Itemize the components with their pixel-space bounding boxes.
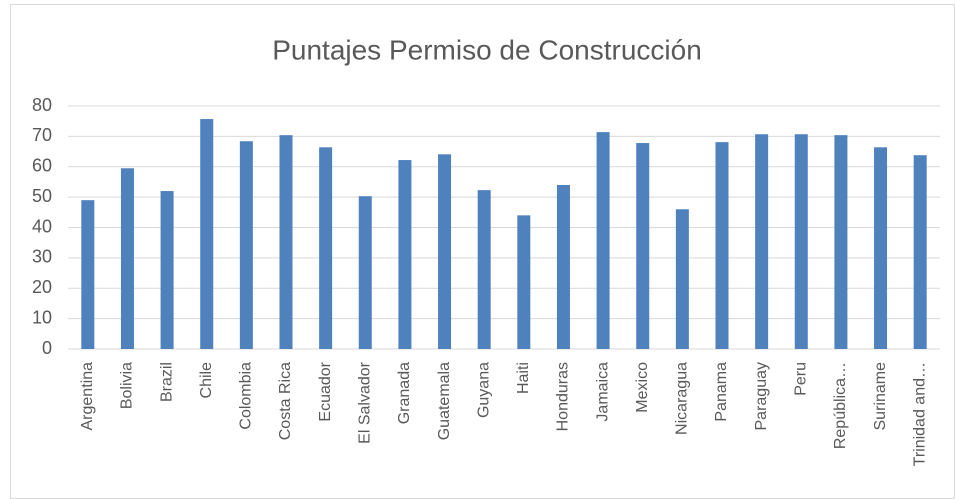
x-tick-label: Bolivia bbox=[119, 362, 136, 409]
x-tick-label: Nicaragua bbox=[674, 362, 691, 435]
bar bbox=[358, 196, 372, 349]
x-tick-label: Brazil bbox=[158, 362, 175, 402]
bar bbox=[913, 155, 927, 349]
bar bbox=[279, 135, 293, 349]
bar bbox=[834, 135, 848, 349]
y-tick-label: 50 bbox=[32, 186, 52, 206]
bar bbox=[636, 143, 650, 349]
x-tick-label: Colombia bbox=[238, 362, 255, 430]
x-tick-label: Costa Rica bbox=[277, 362, 294, 440]
x-tick-label: República… bbox=[832, 362, 849, 449]
x-tick-label: Guyana bbox=[475, 362, 492, 418]
y-tick-label: 40 bbox=[32, 216, 52, 236]
y-tick-label: 80 bbox=[32, 95, 52, 115]
x-tick-label: Haiti bbox=[515, 362, 532, 394]
x-tick-label: Granada bbox=[396, 362, 413, 424]
x-tick-label: Honduras bbox=[555, 362, 572, 431]
y-tick-label: 60 bbox=[32, 156, 52, 176]
bar bbox=[715, 142, 729, 349]
bar bbox=[755, 134, 769, 349]
bar bbox=[675, 209, 689, 349]
x-tick-label: Panama bbox=[713, 362, 730, 422]
bar bbox=[794, 134, 808, 349]
bar bbox=[319, 147, 333, 349]
bar bbox=[874, 147, 888, 349]
bar bbox=[81, 200, 95, 349]
x-tick-label: Suriname bbox=[872, 362, 889, 431]
chart-title: Puntajes Permiso de Construcción bbox=[272, 34, 702, 65]
bar bbox=[160, 191, 174, 349]
bar bbox=[438, 154, 452, 349]
bar bbox=[398, 160, 412, 349]
bar bbox=[517, 215, 531, 349]
bar bbox=[477, 190, 491, 349]
x-tick-label: Argentina bbox=[79, 362, 96, 431]
bar bbox=[556, 184, 570, 349]
x-tick-label: Mexico bbox=[634, 362, 651, 413]
y-tick-label: 0 bbox=[42, 338, 52, 358]
x-tick-label: Jamaica bbox=[594, 362, 611, 422]
y-tick-label: 10 bbox=[32, 307, 52, 327]
x-tick-label: Ecuador bbox=[317, 361, 334, 421]
y-tick-label: 70 bbox=[32, 125, 52, 145]
x-tick-label: Guatemala bbox=[436, 362, 453, 440]
x-tick-label: El Salvador bbox=[356, 361, 373, 443]
bar bbox=[596, 132, 610, 349]
x-tick-label: Trinidad and… bbox=[911, 362, 928, 466]
bar bbox=[200, 119, 214, 349]
bar bbox=[120, 168, 134, 349]
x-tick-label: Chile bbox=[198, 362, 215, 399]
y-tick-label: 20 bbox=[32, 277, 52, 297]
bar bbox=[239, 141, 253, 349]
x-tick-label: Paraguay bbox=[753, 362, 770, 431]
x-tick-label: Peru bbox=[792, 362, 809, 396]
y-tick-label: 30 bbox=[32, 247, 52, 267]
